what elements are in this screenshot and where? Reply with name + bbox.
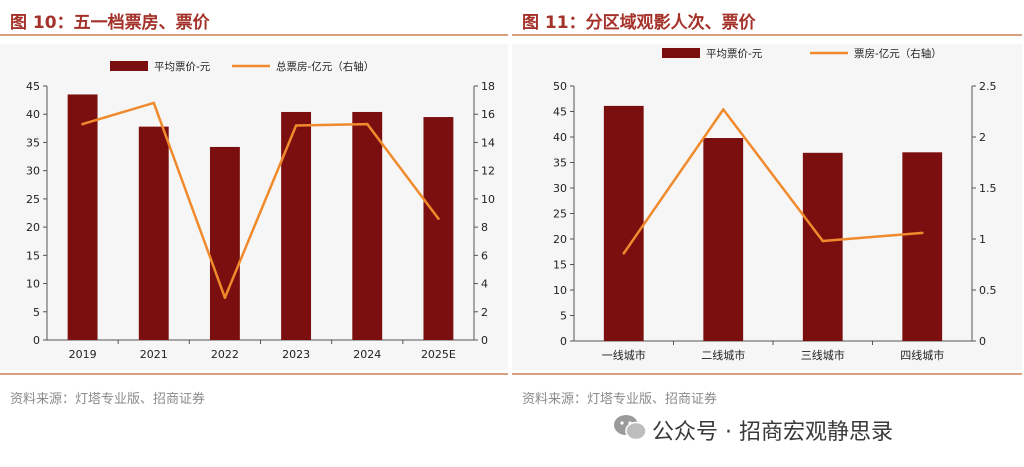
line-point <box>622 251 626 255</box>
y-right-tick-label: 6 <box>481 249 488 262</box>
line-point <box>365 122 369 126</box>
title-rule <box>0 34 508 36</box>
y-left-tick-label: 25 <box>26 193 40 206</box>
x-tick-label: 一线城市 <box>602 348 646 362</box>
x-tick-label: 2019 <box>69 348 97 361</box>
y-left-tick-label: 45 <box>26 80 40 93</box>
y-right-tick-label: 2.5 <box>979 80 997 93</box>
bar <box>423 117 454 341</box>
line-point <box>152 101 156 105</box>
chart-svg: 平均票价-元 票房-亿元（右轴） 0 5 10 15 20 25 30 35 40 45 50 0 0.5 1… <box>553 47 997 362</box>
x-tick-label: 2025E <box>421 348 456 361</box>
y-right-tick-label: 14 <box>481 136 495 149</box>
line-point <box>437 217 440 220</box>
title-rule <box>512 34 1022 36</box>
bar <box>281 111 312 340</box>
bar <box>67 94 98 340</box>
legend: 平均票价-元 总票房-亿元（右轴） <box>110 60 374 73</box>
y-right-tick-label: 1.5 <box>979 182 997 195</box>
y-right-tick-label: 8 <box>481 221 488 234</box>
bar <box>352 111 383 340</box>
y-left-tick-label: 20 <box>553 233 567 246</box>
line-series <box>82 101 440 299</box>
line-point <box>294 124 298 127</box>
x-tick-label: 三线城市 <box>801 348 845 362</box>
watermark-text: 公众号 · 招商宏观静思录 <box>652 420 893 445</box>
figure-title: 图 10：五一档票房、票价 <box>10 13 210 33</box>
legend-bar-swatch <box>662 48 700 58</box>
bar <box>802 152 843 341</box>
y-right-tick-label: 2 <box>979 131 986 144</box>
legend-bar-swatch <box>110 61 148 71</box>
chart-area: 平均票价-元 总票房-亿元（右轴） 0 5 10 15 20 25 30 35 40 45 0 2 4 6 8 1… <box>0 44 508 370</box>
y-left-tick-label: 0 <box>560 335 567 348</box>
figure-11-panel: 图 11：分区域观影人次、票价 平均票价-元 票房-亿元（右轴） 0 5 10 15 20 2… <box>512 0 1024 467</box>
y-left-tick-label: 20 <box>26 221 40 234</box>
source-rule <box>512 373 1022 375</box>
legend-bar-label: 平均票价-元 <box>706 48 763 60</box>
legend: 平均票价-元 票房-亿元（右轴） <box>662 47 942 60</box>
bar <box>209 146 240 340</box>
bar <box>902 152 943 341</box>
x-tick-label: 2021 <box>140 348 168 361</box>
y-left-tick-label: 35 <box>553 157 567 170</box>
y-left-tick-label: 50 <box>553 80 567 93</box>
y-left-tick-label: 30 <box>553 182 567 195</box>
bar <box>603 105 644 341</box>
source-note: 资料来源：灯塔专业版、招商证券 <box>10 392 206 407</box>
line-point <box>81 122 84 126</box>
bar <box>138 126 169 340</box>
x-tick-label: 四线城市 <box>900 348 944 362</box>
y-left-tick-label: 10 <box>26 278 40 291</box>
bar <box>703 138 744 341</box>
line-series <box>622 108 923 255</box>
x-tick-label: 2022 <box>211 348 239 361</box>
line-point <box>223 296 227 299</box>
line-point <box>920 231 924 235</box>
source-note: 资料来源：灯塔专业版、招商证券 <box>522 392 718 407</box>
y-left-tick-label: 15 <box>553 259 567 272</box>
x-tick-label: 2024 <box>353 348 381 361</box>
figure-10-panel: 图 10：五一档票房、票价 平均票价-元 总票房-亿元（右轴） 0 5 10 15 20 25… <box>0 0 508 467</box>
y-right-tick-label: 0 <box>979 335 986 348</box>
y-left-tick-label: 10 <box>553 284 567 297</box>
y-right-tick-label: 1 <box>979 233 986 246</box>
legend-line-label: 票房-亿元（右轴） <box>854 47 942 60</box>
wechat-icon <box>614 415 647 441</box>
y-left-tick-label: 45 <box>553 106 567 119</box>
y-left-tick-label: 15 <box>26 249 40 262</box>
y-right-tick-label: 18 <box>481 80 495 93</box>
y-right-tick-label: 12 <box>481 165 495 178</box>
legend-bar-label: 平均票价-元 <box>154 61 211 73</box>
legend-line-label: 总票房-亿元（右轴） <box>276 60 374 73</box>
x-tick-label: 二线城市 <box>701 348 745 362</box>
line-point <box>821 239 825 243</box>
x-tick-label: 2023 <box>282 348 310 361</box>
figure-title: 图 11：分区域观影人次、票价 <box>522 13 756 33</box>
y-left-tick-label: 40 <box>26 108 40 121</box>
y-right-tick-label: 2 <box>481 306 488 319</box>
source-rule <box>0 373 508 375</box>
y-right-tick-label: 0.5 <box>979 284 997 297</box>
y-left-tick-label: 5 <box>33 306 40 319</box>
y-right-tick-label: 16 <box>481 108 495 121</box>
chart-svg: 平均票价-元 总票房-亿元（右轴） 0 5 10 15 20 25 30 35 40 45 0 2 4 6 8 1… <box>26 60 495 361</box>
y-left-tick-label: 25 <box>553 208 567 221</box>
y-right-tick-label: 10 <box>481 193 495 206</box>
y-left-tick-label: 0 <box>33 334 40 347</box>
line-point <box>721 108 725 111</box>
y-left-tick-label: 30 <box>26 165 40 178</box>
y-left-tick-label: 35 <box>26 136 40 149</box>
y-left-tick-label: 40 <box>553 131 567 144</box>
chart-area: 平均票价-元 票房-亿元（右轴） 0 5 10 15 20 25 30 35 40 45 50 0 0.5 1… <box>512 44 1022 370</box>
y-left-tick-label: 5 <box>560 310 567 323</box>
y-right-tick-label: 0 <box>481 334 488 347</box>
y-right-tick-label: 4 <box>481 278 488 291</box>
